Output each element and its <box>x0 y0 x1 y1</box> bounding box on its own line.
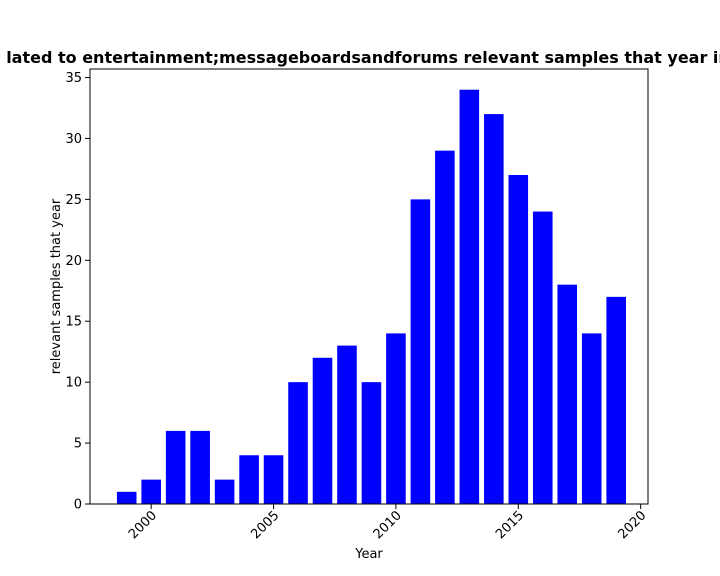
y-tick-label: 25 <box>65 193 82 208</box>
bar <box>484 114 504 504</box>
bar <box>410 199 431 504</box>
bar <box>459 89 480 504</box>
y-axis-label: relevant samples that year <box>49 198 64 374</box>
bar <box>361 382 382 504</box>
bar <box>337 345 357 504</box>
bar <box>312 357 333 504</box>
chart-title: lated to entertainment;messageboardsandf… <box>6 48 720 67</box>
y-tick-label: 10 <box>65 376 82 391</box>
x-axis-label: Year <box>354 547 383 562</box>
y-tick-label: 30 <box>65 132 82 147</box>
bar <box>532 211 553 504</box>
plot-area-frame <box>89 68 649 505</box>
bar <box>557 284 578 504</box>
bar <box>141 479 161 504</box>
bar <box>263 455 284 504</box>
y-tick-label: 15 <box>65 315 82 330</box>
y-tick-label: 35 <box>65 71 82 86</box>
bar <box>165 430 186 504</box>
bar <box>214 479 235 504</box>
y-tick-label: 0 <box>74 498 82 513</box>
bar <box>288 382 308 504</box>
bar <box>435 150 455 504</box>
bar <box>386 333 406 504</box>
y-axis: 0 5 10 15 20 25 30 35 <box>65 71 90 513</box>
bar <box>606 296 626 504</box>
bar <box>239 455 259 504</box>
bars-layer <box>116 89 626 504</box>
y-tick-label: 20 <box>65 254 82 269</box>
bar <box>116 491 137 504</box>
bar <box>581 333 602 504</box>
bar <box>508 175 529 504</box>
bar <box>190 430 210 504</box>
y-tick-label: 5 <box>74 437 82 452</box>
